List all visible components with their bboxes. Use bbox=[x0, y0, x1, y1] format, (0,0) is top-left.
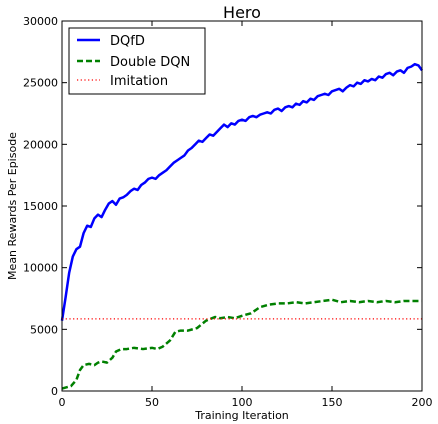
legend-label-imitation: Imitation bbox=[110, 74, 168, 89]
legend: DQfD Double DQN Imitation bbox=[68, 27, 206, 95]
y-tick-label: 10000 bbox=[23, 262, 58, 275]
plot-layer bbox=[60, 62, 424, 390]
x-tick-label: 0 bbox=[59, 396, 66, 409]
y-tick-label: 5000 bbox=[30, 323, 58, 336]
ticks-layer: 0 50 100 150 200 0 5000 10000 15000 20000 25000 300… bbox=[23, 15, 433, 409]
legend-label-dqfd: DQfD bbox=[110, 34, 145, 49]
x-tick-label: 150 bbox=[322, 396, 343, 409]
y-tick-label: 30000 bbox=[23, 15, 58, 28]
x-tick-label: 50 bbox=[145, 396, 159, 409]
chart-title: Hero bbox=[223, 3, 261, 22]
series-line-dqfd bbox=[60, 62, 424, 321]
series-line-double-dqn bbox=[61, 298, 422, 390]
x-axis-label: Training Iteration bbox=[194, 409, 289, 422]
y-tick-label: 15000 bbox=[23, 200, 58, 213]
y-axis-label: Mean Rewards Per Episode bbox=[6, 132, 19, 280]
x-tick-label: 100 bbox=[232, 396, 253, 409]
y-tick-label: 0 bbox=[51, 385, 58, 398]
x-tick-label: 200 bbox=[412, 396, 433, 409]
legend-label-double-dqn: Double DQN bbox=[110, 55, 190, 70]
y-tick-label: 25000 bbox=[23, 77, 58, 90]
y-tick-label: 20000 bbox=[23, 138, 58, 151]
